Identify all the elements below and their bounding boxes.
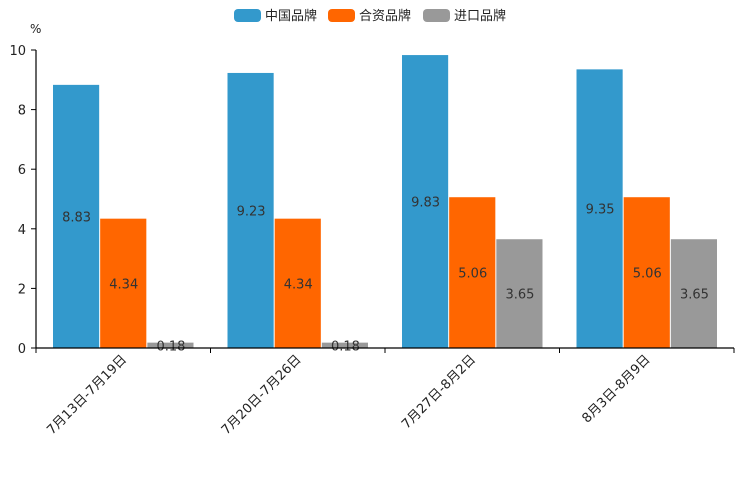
legend-swatch-joint-venture bbox=[328, 9, 355, 22]
legend: 中国品牌 合资品牌 进口品牌 bbox=[234, 8, 506, 24]
bar-value-label: 3.65 bbox=[505, 288, 534, 303]
bar bbox=[321, 342, 368, 348]
y-tick-label: 10 bbox=[9, 44, 26, 59]
x-tick-label: 7月13日-7月19日 bbox=[44, 352, 130, 438]
bar-value-label: 3.65 bbox=[680, 288, 709, 303]
bar bbox=[496, 239, 543, 348]
legend-swatch-imported bbox=[423, 9, 450, 22]
bar bbox=[53, 84, 100, 348]
bars bbox=[53, 55, 717, 349]
legend-label-china: 中国品牌 bbox=[265, 8, 317, 24]
bar bbox=[227, 72, 274, 349]
bar bbox=[449, 197, 496, 348]
legend-label-imported: 进口品牌 bbox=[454, 8, 506, 24]
legend-swatch-china bbox=[234, 9, 261, 22]
legend-item-china[interactable]: 中国品牌 bbox=[234, 8, 317, 24]
bar bbox=[147, 342, 194, 348]
bar bbox=[402, 55, 449, 348]
bar bbox=[576, 69, 623, 349]
y-tick-label: 8 bbox=[18, 104, 26, 119]
y-tick-label: 6 bbox=[18, 163, 26, 178]
x-tick-label: 8月3日-8月9日 bbox=[579, 352, 653, 426]
bar bbox=[670, 239, 717, 348]
bar-value-label: 9.23 bbox=[237, 204, 266, 219]
bar-value-label: 4.34 bbox=[109, 277, 138, 292]
bar-value-label: 0.18 bbox=[331, 339, 360, 354]
bar bbox=[274, 218, 321, 348]
bar-value-label: 9.35 bbox=[586, 203, 615, 218]
bar-labels: 8.83 9.23 9.83 9.35 4.34 4.34 5.06 5.06 0.18 0.18… bbox=[62, 196, 709, 355]
legend-item-imported[interactable]: 进口品牌 bbox=[423, 8, 506, 24]
legend-item-joint-venture[interactable]: 合资品牌 bbox=[328, 8, 411, 24]
bar bbox=[623, 197, 670, 348]
legend-label-joint-venture: 合资品牌 bbox=[359, 8, 411, 24]
bar-value-label: 5.06 bbox=[633, 267, 662, 282]
bar-value-label: 4.34 bbox=[284, 277, 313, 292]
bar-value-label: 8.83 bbox=[62, 210, 91, 225]
y-axis-unit-label: % bbox=[30, 22, 41, 36]
y-axis-ticks: 0 2 4 6 8 10 bbox=[9, 44, 36, 357]
bar-value-label: 5.06 bbox=[458, 267, 487, 282]
y-tick-label: 4 bbox=[18, 223, 26, 238]
bar-value-label: 0.18 bbox=[156, 339, 185, 354]
x-tick-label: 7月20日-7月26日 bbox=[219, 352, 305, 438]
bar-value-label: 9.83 bbox=[411, 196, 440, 211]
y-tick-label: 0 bbox=[18, 342, 26, 357]
bar bbox=[100, 218, 147, 348]
x-tick-label: 7月27日-8月2日 bbox=[399, 352, 479, 432]
y-tick-label: 2 bbox=[18, 282, 26, 297]
